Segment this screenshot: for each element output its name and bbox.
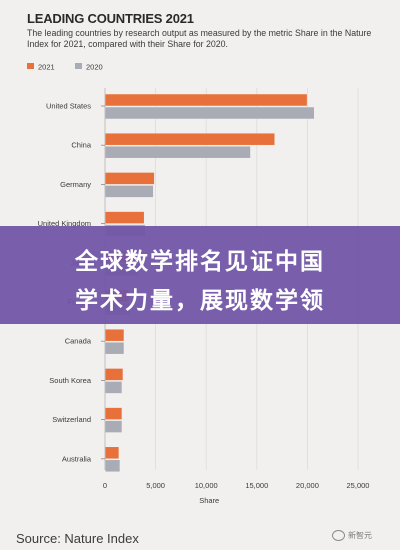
bar-2020 bbox=[105, 420, 122, 433]
bar-2021 bbox=[105, 407, 122, 420]
bar-2021 bbox=[105, 329, 124, 341]
chart-subtitle: The leading countries by research output… bbox=[27, 28, 372, 50]
x-tick-label: 15,000 bbox=[245, 481, 268, 490]
x-tick-label: 10,000 bbox=[195, 481, 218, 490]
bar-2021 bbox=[105, 94, 307, 106]
bar-2020 bbox=[105, 146, 251, 158]
bar-2021 bbox=[105, 172, 155, 185]
category-label: United States bbox=[46, 102, 91, 111]
x-tick-label: 0 bbox=[103, 481, 107, 490]
chat-bubble-icon bbox=[332, 530, 345, 541]
legend-label-2020: 2020 bbox=[86, 63, 103, 72]
bar-2021 bbox=[105, 447, 119, 459]
category-label: Switzerland bbox=[52, 415, 91, 424]
bar-2020 bbox=[105, 107, 314, 119]
x-tick-label: 5,000 bbox=[146, 481, 165, 490]
bar-2020 bbox=[105, 185, 154, 198]
bar-2021 bbox=[105, 211, 144, 224]
bar-2021 bbox=[105, 133, 275, 145]
bar-2020 bbox=[105, 342, 124, 354]
category-label: Canada bbox=[65, 337, 92, 346]
legend-swatch-2021 bbox=[27, 63, 34, 69]
bar-2021 bbox=[105, 368, 123, 381]
source-note: Source: Nature Index bbox=[16, 531, 139, 546]
category-label: United Kingdom bbox=[38, 219, 91, 228]
bar-2020 bbox=[105, 460, 120, 472]
legend-label-2021: 2021 bbox=[38, 63, 55, 72]
legend-swatch-2020 bbox=[75, 63, 82, 69]
chart-title: LEADING COUNTRIES 2021 bbox=[27, 11, 194, 26]
watermark-text: 新智元 bbox=[348, 531, 372, 540]
banner-line-2: 学术力量，展现数学领 bbox=[75, 288, 325, 314]
category-label: Australia bbox=[62, 454, 92, 463]
bar-2020 bbox=[105, 381, 122, 394]
watermark: 新智元 bbox=[332, 530, 372, 541]
x-tick-label: 20,000 bbox=[296, 481, 319, 490]
x-axis-title: Share bbox=[199, 496, 219, 505]
category-label: South Korea bbox=[49, 376, 92, 385]
title-banner: 全球数学排名见证中国 学术力量，展现数学领 bbox=[0, 226, 400, 324]
x-tick-label: 25,000 bbox=[347, 481, 370, 490]
category-label: China bbox=[71, 141, 91, 150]
category-label: Germany bbox=[60, 180, 91, 189]
banner-line-1: 全球数学排名见证中国 bbox=[75, 249, 325, 275]
